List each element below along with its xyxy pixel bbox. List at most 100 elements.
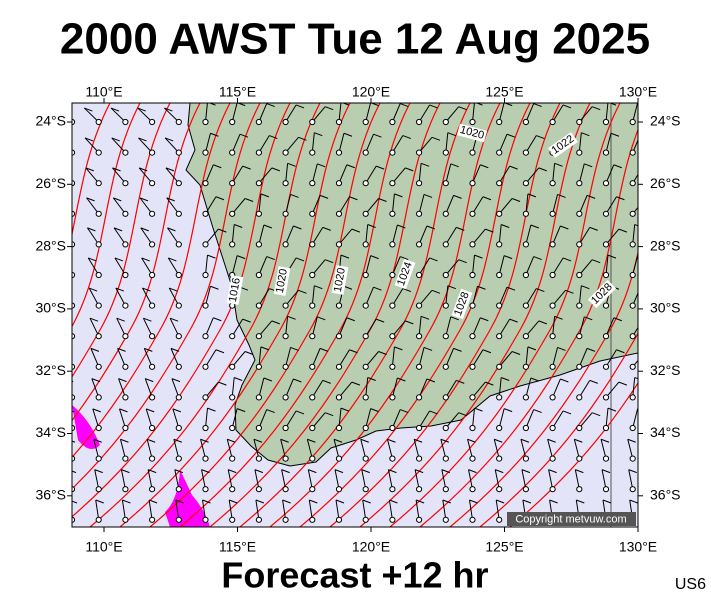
barb-shaft	[94, 469, 100, 490]
barb-flag	[228, 469, 237, 474]
barb-shaft	[138, 137, 153, 153]
barb-flag	[169, 287, 178, 292]
barb-station	[175, 241, 182, 248]
barb-shaft	[84, 137, 100, 153]
barb-station	[602, 333, 610, 340]
barb-flag	[282, 499, 291, 504]
barb-shaft	[139, 197, 153, 215]
lat-label-right: 24°S	[650, 113, 681, 129]
barb-flag	[627, 438, 636, 443]
barb-shaft	[338, 228, 353, 245]
barb-station	[602, 271, 610, 279]
barb-station	[496, 271, 503, 279]
barb-flag	[607, 254, 617, 259]
barb-flag	[145, 378, 154, 383]
barb-flag	[506, 133, 516, 138]
barb-station	[629, 241, 636, 248]
barb-shaft	[231, 318, 244, 337]
barb-station	[469, 394, 476, 401]
barb-shaft	[120, 469, 126, 490]
barb-flag	[72, 350, 73, 352]
barb-station	[229, 180, 236, 187]
barb-station	[496, 394, 503, 401]
barb-shaft	[140, 227, 153, 245]
barb-shaft	[338, 349, 350, 368]
barb-flag	[346, 164, 355, 169]
barb-station	[122, 210, 129, 217]
barb-flag	[482, 196, 492, 201]
barb-flag	[173, 438, 183, 443]
barb-station	[335, 455, 343, 462]
barb-flag	[480, 317, 489, 322]
barb-shaft	[285, 289, 299, 306]
barb-flag	[584, 316, 593, 321]
barb-station	[496, 149, 503, 156]
barb-station	[576, 210, 583, 217]
barb-station	[549, 180, 556, 187]
barb-station	[149, 363, 156, 370]
barb-shaft	[72, 335, 73, 337]
barb-flag	[164, 107, 173, 112]
barb-shaft	[578, 412, 593, 429]
barb-flag	[118, 378, 127, 383]
barb-shaft	[89, 317, 100, 337]
barb-flag	[527, 346, 537, 351]
title: 2000 AWST Tue 12 Aug 2025	[60, 15, 650, 64]
barb-flag	[341, 103, 350, 106]
barb-station	[335, 180, 343, 187]
barb-shaft	[472, 103, 475, 123]
barb-station	[629, 486, 636, 493]
barb-flag	[402, 288, 412, 293]
barb-station	[282, 241, 289, 248]
barb-flag	[456, 379, 465, 384]
barb-shaft	[202, 499, 206, 520]
caption: Forecast +12 hr	[221, 555, 488, 596]
barb-flag	[86, 197, 95, 202]
barb-flag	[405, 167, 414, 172]
barb-flag	[373, 286, 382, 291]
barb-flag	[375, 165, 385, 170]
barb-station	[549, 271, 556, 279]
barb-station	[149, 180, 156, 187]
barb-shaft	[574, 469, 580, 490]
barb-shaft	[445, 285, 449, 306]
barb-shaft	[445, 227, 457, 245]
lat-label-right: 32°S	[650, 362, 681, 378]
barb-shaft	[110, 107, 126, 123]
barb-flag	[458, 259, 467, 264]
barb-station	[496, 241, 503, 248]
barb-station	[255, 271, 262, 279]
barb-station	[309, 516, 316, 523]
barb-flag	[343, 285, 353, 290]
barb-shaft	[418, 378, 428, 398]
barb-shaft	[600, 439, 607, 459]
barb-station	[95, 210, 102, 217]
barb-station	[335, 210, 343, 217]
lat-label-right: 30°S	[650, 300, 681, 316]
barb-shaft	[632, 138, 638, 153]
barb-station	[229, 333, 236, 340]
barb-station	[576, 149, 583, 156]
barb-station	[442, 118, 449, 126]
barb-station	[389, 333, 396, 340]
copyright: Copyright metvuw.com	[515, 513, 626, 525]
barb-flag	[616, 349, 625, 354]
barb-flag	[520, 438, 530, 443]
barb-shaft	[311, 195, 321, 214]
barb-shaft	[72, 426, 73, 428]
barb-station	[255, 302, 262, 309]
barb-shaft	[391, 135, 404, 153]
barb-station	[469, 363, 476, 370]
barb-station	[576, 241, 583, 248]
barb-flag	[394, 346, 403, 351]
barb-flag	[581, 285, 590, 290]
barb-flag	[290, 193, 299, 198]
barb-shaft	[205, 408, 208, 429]
barb-shaft	[605, 408, 609, 429]
barb-shaft	[498, 286, 508, 306]
barb-station	[602, 302, 610, 309]
barb-shaft	[285, 136, 299, 153]
barb-station	[602, 241, 610, 248]
isobar	[239, 103, 471, 527]
barb-station	[229, 424, 236, 432]
